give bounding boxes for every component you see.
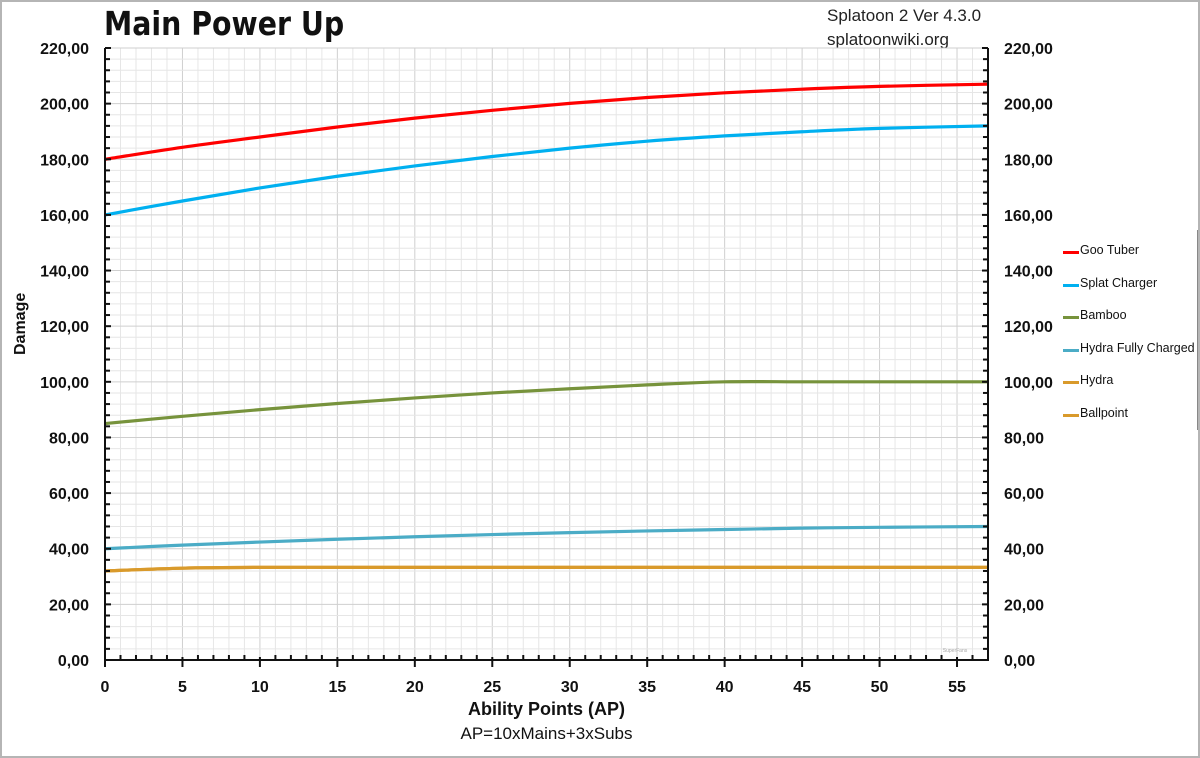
legend: Goo Tuber Splat Charger Bamboo Hydra Ful… bbox=[1063, 243, 1195, 438]
axes: 0,00 0,00 20,00 20,00 40,00 40,00 60,00 60,00 80… bbox=[40, 41, 1053, 696]
legend-swatch bbox=[1063, 413, 1079, 417]
y-tick-label-left: 140,00 bbox=[40, 264, 89, 281]
chart-title: Main Power Up bbox=[104, 4, 345, 43]
x-tick-label: 20 bbox=[406, 679, 424, 696]
y-tick-label-left: 20,00 bbox=[49, 597, 89, 614]
x-tick-label: 55 bbox=[948, 679, 966, 696]
series-line-hydra-fully-charged bbox=[104, 524, 989, 551]
y-tick-label-right: 140,00 bbox=[1004, 264, 1053, 281]
y-tick-label-left: 0,00 bbox=[58, 653, 89, 670]
y-tick-label-left: 40,00 bbox=[49, 542, 89, 559]
legend-item-hydra-fully-charged[interactable]: Hydra Fully Charged bbox=[1063, 341, 1195, 374]
y-tick-label-right: 160,00 bbox=[1004, 208, 1053, 225]
x-tick-label: 35 bbox=[638, 679, 656, 696]
y-tick-label-left: 100,00 bbox=[40, 375, 89, 392]
legend-item-splat-charger[interactable]: Splat Charger bbox=[1063, 276, 1195, 309]
y-tick-label-left: 220,00 bbox=[40, 41, 89, 58]
x-tick-label: 50 bbox=[871, 679, 889, 696]
data-series bbox=[104, 82, 989, 573]
series-line-splat-charger bbox=[104, 124, 989, 217]
series-line-goo-tuber bbox=[104, 82, 989, 161]
x-tick-label: 0 bbox=[101, 679, 110, 696]
x-axis-formula: AP=10xMains+3xSubs bbox=[460, 724, 633, 743]
y-tick-label-left: 60,00 bbox=[49, 486, 89, 503]
legend-swatch bbox=[1063, 348, 1079, 352]
y-tick-label-left: 80,00 bbox=[49, 430, 89, 447]
x-tick-label: 15 bbox=[328, 679, 346, 696]
x-tick-label: 45 bbox=[793, 679, 811, 696]
legend-swatch bbox=[1063, 316, 1079, 319]
y-tick-label-right: 200,00 bbox=[1004, 97, 1053, 114]
y-axis-label: Damage bbox=[12, 292, 29, 355]
y-tick-label-right: 220,00 bbox=[1004, 41, 1053, 58]
x-tick-label: 25 bbox=[483, 679, 501, 696]
y-tick-label-left: 160,00 bbox=[40, 208, 89, 225]
legend-swatch bbox=[1063, 381, 1079, 384]
legend-item-bamboo[interactable]: Bamboo bbox=[1063, 308, 1195, 341]
legend-swatch bbox=[1063, 251, 1079, 254]
x-tick-label: 5 bbox=[178, 679, 187, 696]
y-tick-label-left: 200,00 bbox=[40, 97, 89, 114]
y-tick-label-right: 100,00 bbox=[1004, 375, 1053, 392]
legend-swatch bbox=[1063, 283, 1079, 287]
legend-item-ballpoint[interactable]: Ballpoint bbox=[1063, 406, 1195, 439]
series-line-bamboo bbox=[104, 379, 988, 426]
source-version: Splatoon 2 Ver 4.3.0 bbox=[827, 6, 982, 25]
y-tick-label-right: 40,00 bbox=[1004, 542, 1044, 559]
y-tick-label-left: 120,00 bbox=[40, 319, 89, 336]
x-tick-label: 40 bbox=[716, 679, 734, 696]
x-tick-label: 30 bbox=[561, 679, 579, 696]
y-tick-label-right: 80,00 bbox=[1004, 430, 1044, 447]
x-axis-label: Ability Points (AP) bbox=[468, 699, 625, 719]
y-tick-label-right: 0,00 bbox=[1004, 653, 1035, 670]
watermark: SuperFans bbox=[943, 648, 968, 654]
x-tick-label: 10 bbox=[251, 679, 269, 696]
y-tick-label-left: 180,00 bbox=[40, 152, 89, 169]
y-tick-label-right: 20,00 bbox=[1004, 597, 1044, 614]
y-tick-label-right: 120,00 bbox=[1004, 319, 1053, 336]
chart-source: Splatoon 2 Ver 4.3.0 splatoonwiki.org bbox=[827, 4, 981, 52]
y-tick-label-right: 180,00 bbox=[1004, 152, 1053, 169]
legend-item-goo-tuber[interactable]: Goo Tuber bbox=[1063, 243, 1195, 276]
series-line-ballpoint bbox=[104, 565, 988, 573]
y-tick-label-right: 60,00 bbox=[1004, 486, 1044, 503]
source-site: splatoonwiki.org bbox=[827, 30, 949, 49]
legend-divider bbox=[1197, 230, 1198, 430]
legend-item-hydra[interactable]: Hydra bbox=[1063, 373, 1195, 406]
